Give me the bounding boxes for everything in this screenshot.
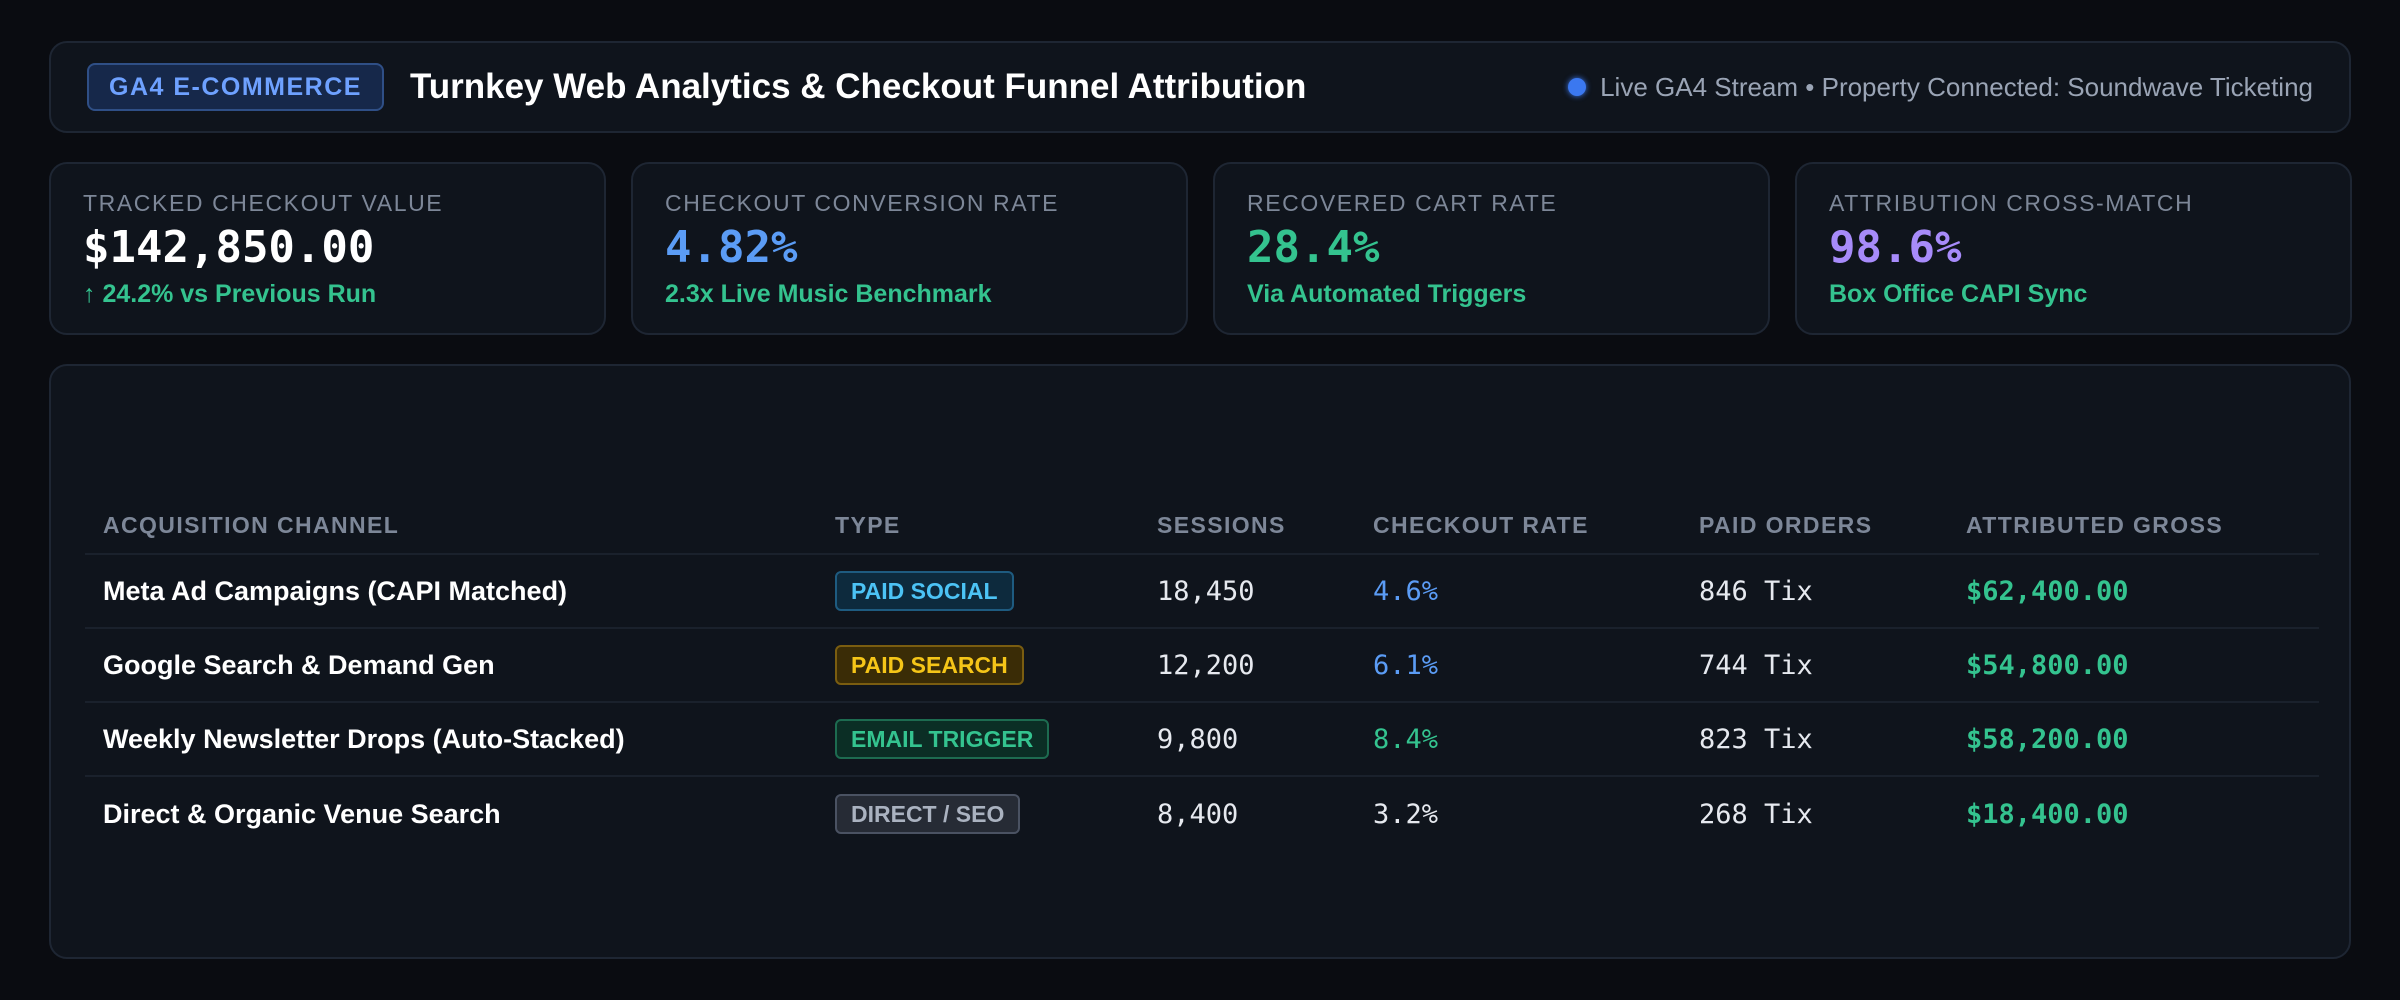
kpi-value: 28.4% [1247, 222, 1380, 273]
header-bar: GA4 E-COMMERCE Turnkey Web Analytics & C… [49, 41, 2351, 133]
kpi-value: 4.82% [665, 222, 798, 273]
channel-type-badge: DIRECT / SEO [835, 794, 1021, 834]
column-header-checkout-rate[interactable]: CHECKOUT RATE [1373, 511, 1589, 538]
checkout-rate-value: 6.1% [1373, 649, 1439, 681]
kpi-card-conversion-rate: CHECKOUT CONVERSION RATE 4.82% 2.3x Live… [631, 162, 1188, 335]
sessions-value: 18,450 [1157, 575, 1255, 607]
channel-type-badge: PAID SOCIAL [835, 571, 1014, 611]
column-header-attributed-gross[interactable]: ATTRIBUTED GROSS [1966, 511, 2224, 538]
channel-name: Weekly Newsletter Drops (Auto-Stacked) [103, 723, 625, 754]
table-row[interactable]: Google Search & Demand Gen PAID SEARCH 1… [85, 629, 2319, 703]
channel-table: ACQUISITION CHANNEL TYPE SESSIONS CHECKO… [85, 497, 2319, 851]
kpi-subtext: 2.3x Live Music Benchmark [665, 279, 992, 308]
checkout-rate-value: 8.4% [1373, 723, 1439, 755]
page-title: Turnkey Web Analytics & Checkout Funnel … [409, 67, 1307, 106]
kpi-value: 98.6% [1829, 222, 1962, 273]
kpi-label: ATTRIBUTION CROSS-MATCH [1829, 190, 2194, 216]
attributed-gross-value: $54,800.00 [1966, 649, 2129, 681]
paid-orders-value: 823 Tix [1699, 723, 1813, 755]
sessions-value: 8,400 [1157, 798, 1239, 830]
column-header-channel[interactable]: ACQUISITION CHANNEL [103, 511, 400, 538]
kpi-subtext: Via Automated Triggers [1247, 279, 1527, 308]
connection-status: Live GA4 Stream • Property Connected: So… [1568, 72, 2313, 103]
paid-orders-value: 846 Tix [1699, 575, 1813, 607]
kpi-subtext: Box Office CAPI Sync [1829, 279, 2088, 308]
table-row[interactable]: Weekly Newsletter Drops (Auto-Stacked) E… [85, 703, 2319, 777]
attributed-gross-value: $62,400.00 [1966, 575, 2129, 607]
paid-orders-value: 268 Tix [1699, 798, 1813, 830]
paid-orders-value: 744 Tix [1699, 649, 1813, 681]
column-header-paid-orders[interactable]: PAID ORDERS [1699, 511, 1873, 538]
attributed-gross-value: $58,200.00 [1966, 723, 2129, 755]
kpi-label: TRACKED CHECKOUT VALUE [83, 190, 444, 216]
kpi-label: CHECKOUT CONVERSION RATE [665, 190, 1060, 216]
column-header-type[interactable]: TYPE [835, 511, 901, 538]
kpi-card-attribution-match: ATTRIBUTION CROSS-MATCH 98.6% Box Office… [1795, 162, 2352, 335]
channel-name: Meta Ad Campaigns (CAPI Matched) [103, 575, 568, 606]
attributed-gross-value: $18,400.00 [1966, 798, 2129, 830]
table-row[interactable]: Meta Ad Campaigns (CAPI Matched) PAID SO… [85, 555, 2319, 629]
sessions-value: 12,200 [1157, 649, 1255, 681]
ga4-ecommerce-tag: GA4 E-COMMERCE [87, 63, 384, 111]
kpi-card-recovered-cart: RECOVERED CART RATE 28.4% Via Automated … [1213, 162, 1770, 335]
channel-table-panel: ACQUISITION CHANNEL TYPE SESSIONS CHECKO… [49, 364, 2351, 959]
column-header-sessions[interactable]: SESSIONS [1157, 511, 1286, 538]
kpi-row: TRACKED CHECKOUT VALUE $142,850.00 ↑ 24.… [49, 162, 2352, 335]
channel-name: Direct & Organic Venue Search [103, 798, 501, 829]
kpi-subtext: ↑ 24.2% vs Previous Run [83, 279, 377, 308]
connection-status-text: Live GA4 Stream • Property Connected: So… [1600, 71, 2313, 102]
kpi-label: RECOVERED CART RATE [1247, 190, 1558, 216]
table-row[interactable]: Direct & Organic Venue Search DIRECT / S… [85, 777, 2319, 851]
checkout-rate-value: 4.6% [1373, 575, 1439, 607]
sessions-value: 9,800 [1157, 723, 1239, 755]
live-status-dot-icon [1568, 78, 1587, 96]
channel-name: Google Search & Demand Gen [103, 649, 495, 680]
kpi-value: $142,850.00 [83, 222, 375, 273]
channel-type-badge: PAID SEARCH [835, 645, 1024, 685]
kpi-card-checkout-value: TRACKED CHECKOUT VALUE $142,850.00 ↑ 24.… [49, 162, 606, 335]
checkout-rate-value: 3.2% [1373, 798, 1439, 830]
channel-type-badge: EMAIL TRIGGER [835, 719, 1050, 759]
table-header-row: ACQUISITION CHANNEL TYPE SESSIONS CHECKO… [85, 497, 2319, 555]
